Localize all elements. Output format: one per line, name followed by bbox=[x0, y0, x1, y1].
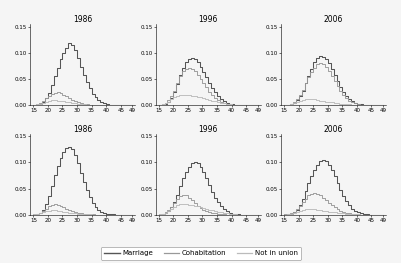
Title: 1986: 1986 bbox=[73, 15, 92, 24]
Legend: Marriage, Cohabitation, Not in union: Marriage, Cohabitation, Not in union bbox=[101, 247, 300, 260]
Title: 1996: 1996 bbox=[198, 15, 217, 24]
Title: 1986: 1986 bbox=[73, 125, 92, 134]
Title: 2006: 2006 bbox=[323, 15, 342, 24]
Title: 2006: 2006 bbox=[323, 125, 342, 134]
Title: 1996: 1996 bbox=[198, 125, 217, 134]
